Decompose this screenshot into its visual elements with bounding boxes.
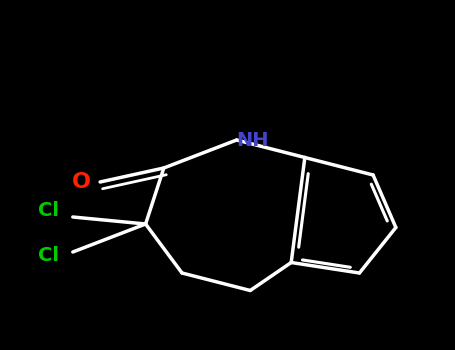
Text: Cl: Cl [38, 201, 59, 219]
Text: NH: NH [237, 131, 269, 149]
Text: O: O [72, 172, 91, 192]
Text: Cl: Cl [38, 246, 59, 265]
